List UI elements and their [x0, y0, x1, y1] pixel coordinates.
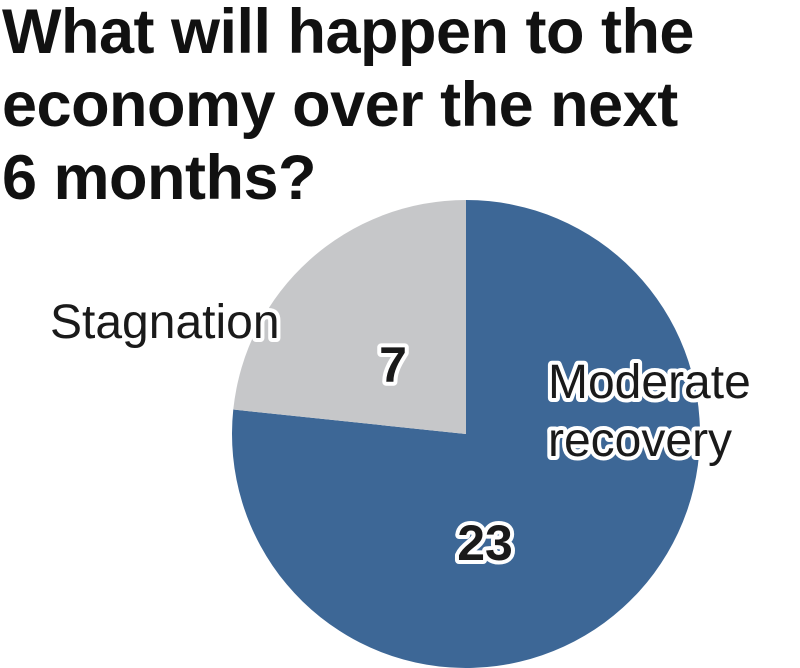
- title-line-1: What will happen to the: [2, 0, 694, 67]
- chart-title: What will happen to the economy over the…: [2, 0, 798, 215]
- title-line-2: economy over the next: [2, 70, 678, 140]
- pie-labels: Moderate recovery 23 Stagnation 7: [46, 292, 755, 575]
- pie-slices: [231, 200, 700, 668]
- slice-value-label: 7: [379, 337, 407, 393]
- pie-slice-stagnation: [233, 200, 466, 434]
- slice-value-label: 23: [457, 515, 513, 571]
- title-line-3: 6 months?: [2, 143, 317, 213]
- pie-slice-moderate-recovery: [231, 200, 700, 668]
- slice-name-label: Moderate recovery: [548, 356, 751, 467]
- slice-name-label: Stagnation: [50, 296, 280, 349]
